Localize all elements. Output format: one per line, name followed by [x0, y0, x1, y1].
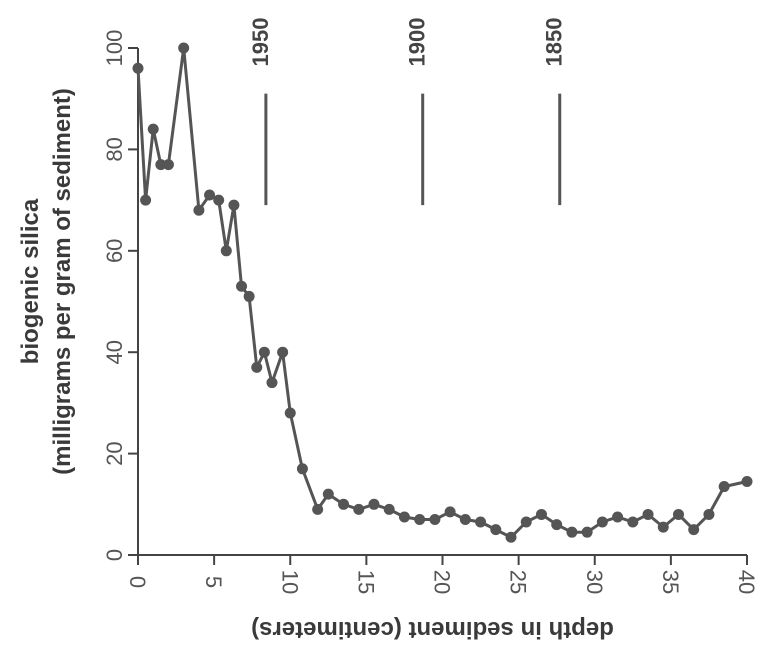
data-point — [535, 508, 547, 520]
y-tick-label: 0 — [102, 549, 127, 561]
data-point — [475, 516, 487, 528]
data-points — [132, 42, 753, 543]
data-point — [140, 194, 152, 206]
y-tick-label: 80 — [102, 137, 127, 161]
year-reference-label: 1850 — [542, 18, 567, 67]
data-point — [204, 189, 216, 201]
data-point — [688, 524, 700, 536]
reference-lines: 1950 1900 1850 — [248, 18, 567, 206]
y-tick-label: 20 — [102, 441, 127, 465]
x-tick-label: 20 — [430, 570, 455, 594]
data-point — [459, 514, 471, 526]
data-point — [312, 503, 324, 515]
data-point — [672, 508, 684, 520]
data-point — [657, 521, 669, 533]
data-point — [147, 123, 159, 135]
data-point — [551, 519, 563, 531]
data-point — [296, 463, 308, 475]
x-tick-label: 10 — [277, 570, 302, 594]
x-tick-label: 15 — [353, 570, 378, 594]
data-point — [398, 511, 410, 523]
data-point — [612, 511, 624, 523]
data-point — [505, 531, 517, 543]
data-point — [741, 475, 753, 487]
data-point — [703, 508, 715, 520]
data-point — [414, 514, 426, 526]
data-point — [566, 526, 578, 538]
x-tick-label: 5 — [201, 576, 226, 588]
data-point — [251, 361, 263, 373]
data-point — [178, 42, 190, 54]
data-point — [368, 498, 380, 510]
data-point — [284, 407, 296, 419]
y-axis-ticks: 0 20 40 60 80 100 — [102, 30, 138, 561]
data-point — [162, 159, 174, 171]
data-point — [322, 488, 334, 500]
data-point — [429, 514, 441, 526]
y-tick-label: 100 — [102, 30, 127, 67]
axes — [137, 48, 747, 556]
data-point — [490, 524, 502, 536]
data-point — [338, 498, 350, 510]
data-point — [383, 503, 395, 515]
data-point — [266, 377, 278, 389]
y-tick-label: 40 — [102, 340, 127, 364]
data-point — [220, 245, 232, 257]
data-point — [243, 290, 255, 302]
data-point — [213, 194, 225, 206]
year-reference-label: 1950 — [248, 18, 273, 67]
data-point — [642, 508, 654, 520]
series — [136, 47, 748, 540]
data-point — [353, 503, 365, 515]
data-point — [444, 506, 456, 518]
x-tick-label: 30 — [582, 570, 607, 594]
data-point — [132, 62, 144, 74]
y-tick-label: 60 — [102, 239, 127, 263]
data-point — [627, 516, 639, 528]
data-point — [258, 346, 270, 358]
data-point — [228, 199, 240, 211]
y-axis-title-line2: (milligrams per gram of sediment) — [49, 88, 76, 475]
y-axis-title-line1: biogenic silica — [17, 198, 44, 364]
data-point — [718, 481, 730, 493]
data-point — [520, 516, 532, 528]
data-point — [596, 516, 608, 528]
x-tick-label: 35 — [658, 570, 683, 594]
series-line — [136, 47, 748, 540]
x-tick-label: 0 — [125, 576, 150, 588]
x-axis-title: depth in sediment (centimeters) — [251, 616, 614, 643]
data-point — [277, 346, 289, 358]
data-point — [193, 204, 205, 216]
x-tick-label: 25 — [506, 570, 531, 594]
data-point — [581, 526, 593, 538]
data-point — [236, 280, 248, 292]
year-reference-label: 1900 — [405, 18, 430, 67]
axis-frame — [137, 48, 747, 556]
x-tick-label: 40 — [734, 570, 758, 594]
x-axis-ticks: 0 5 10 15 20 25 30 35 40 — [125, 555, 758, 594]
